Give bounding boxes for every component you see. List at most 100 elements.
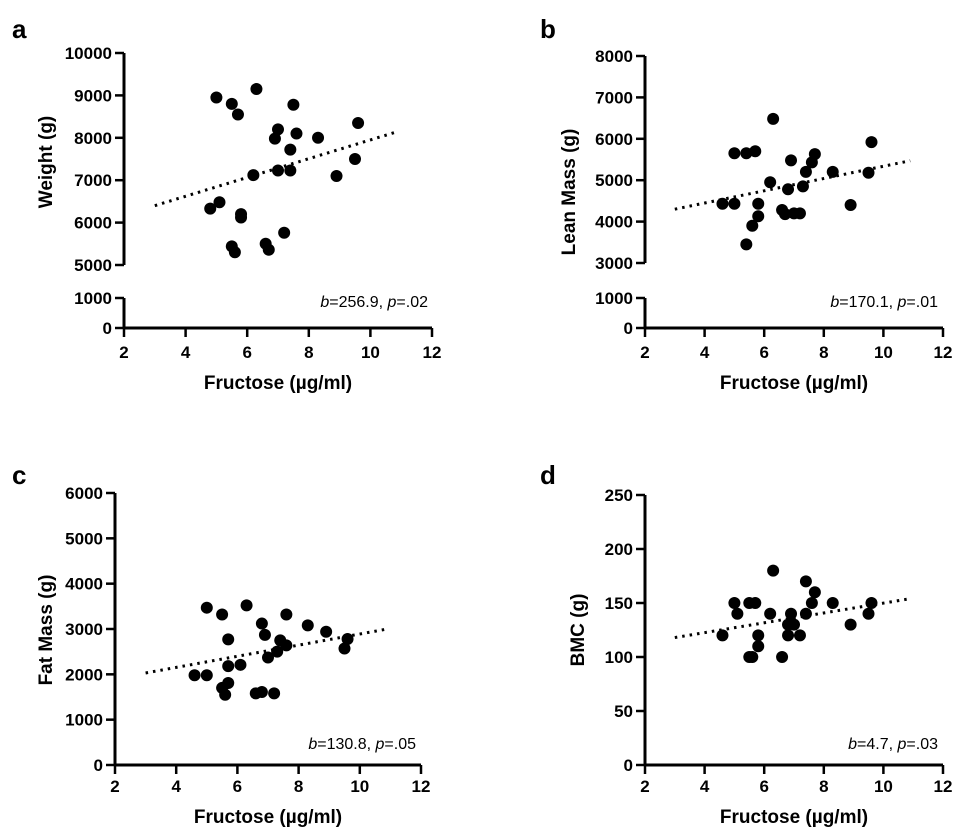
x-tick-label: 6 bbox=[242, 343, 251, 362]
data-point bbox=[262, 243, 275, 256]
data-point bbox=[805, 156, 818, 169]
y-tick-label: 50 bbox=[614, 702, 633, 721]
data-point bbox=[805, 597, 818, 609]
x-tick-label: 10 bbox=[874, 343, 893, 362]
data-point bbox=[272, 164, 284, 177]
data-point bbox=[352, 116, 365, 129]
data-point bbox=[716, 629, 729, 642]
data-point bbox=[782, 183, 795, 196]
data-point bbox=[216, 608, 229, 621]
data-point bbox=[231, 108, 244, 121]
data-point bbox=[200, 669, 213, 682]
x-tick-label: 2 bbox=[640, 777, 649, 796]
x-tick-label: 8 bbox=[819, 343, 828, 362]
data-point bbox=[262, 651, 274, 664]
data-point bbox=[796, 180, 809, 193]
data-point bbox=[731, 607, 744, 620]
data-point bbox=[764, 607, 777, 620]
panel-d: d 0 50 100 150 200 250 2 4 6 8 10 12 Fructose (µg/ml)… bbox=[540, 460, 952, 828]
y-tick-label: 7000 bbox=[595, 88, 633, 107]
data-point bbox=[255, 617, 268, 630]
data-point bbox=[799, 575, 812, 588]
y-tick-label: 0 bbox=[624, 756, 633, 775]
x-tick-label: 4 bbox=[700, 343, 710, 362]
y-axis-title: Lean Mass (g) bbox=[559, 129, 580, 256]
panel-b: b 3000 4000 5000 6000 7000 8000 0 1000 2 4 6 8 10 12 Fr… bbox=[540, 14, 952, 394]
x-tick-label: 8 bbox=[819, 777, 828, 796]
data-point bbox=[740, 147, 753, 160]
y-tick-label: 1000 bbox=[74, 289, 112, 308]
x-tick-label: 10 bbox=[350, 777, 369, 796]
y-tick-label: 1000 bbox=[595, 289, 633, 308]
data-point bbox=[749, 145, 762, 158]
y-tick-label: 0 bbox=[103, 319, 112, 338]
x-tick-label: 8 bbox=[294, 777, 303, 796]
trend-line bbox=[674, 597, 911, 640]
data-point bbox=[278, 226, 291, 239]
data-point bbox=[284, 164, 297, 177]
data-point bbox=[865, 597, 878, 609]
data-point bbox=[752, 629, 765, 642]
data-point bbox=[200, 601, 213, 614]
regression-stats: b=4.7, p=.03 bbox=[848, 736, 938, 753]
panel-letter: c bbox=[12, 460, 26, 490]
data-point bbox=[247, 169, 260, 182]
data-point bbox=[255, 686, 268, 699]
y-tick-label: 2000 bbox=[65, 665, 103, 684]
data-point bbox=[767, 564, 780, 577]
data-point bbox=[188, 669, 201, 682]
y-tick-label: 8000 bbox=[74, 129, 112, 148]
data-point bbox=[862, 607, 875, 620]
regression-stats: b=256.9, p=.02 bbox=[320, 294, 428, 311]
x-tick-label: 2 bbox=[119, 343, 128, 362]
data-point bbox=[844, 199, 857, 212]
data-point bbox=[320, 625, 333, 638]
regression-stats: b=170.1, p=.01 bbox=[830, 294, 938, 311]
panel-letter: d bbox=[540, 460, 556, 490]
y-tick-label: 1000 bbox=[65, 711, 103, 730]
x-tick-label: 4 bbox=[181, 343, 191, 362]
y-tick-label: 150 bbox=[605, 594, 633, 613]
data-point bbox=[290, 127, 303, 140]
y-tick-label: 250 bbox=[605, 486, 633, 505]
data-point bbox=[740, 238, 753, 251]
data-point bbox=[728, 197, 741, 210]
data-point bbox=[752, 640, 765, 653]
y-tick-label: 8000 bbox=[595, 47, 633, 66]
y-tick-label: 3000 bbox=[595, 254, 633, 273]
data-point bbox=[301, 619, 314, 632]
data-point bbox=[338, 642, 351, 655]
data-point bbox=[222, 660, 235, 673]
data-point bbox=[799, 607, 812, 620]
x-tick-label: 10 bbox=[361, 343, 380, 362]
y-tick-label: 5000 bbox=[595, 171, 633, 190]
data-point bbox=[287, 98, 300, 111]
y-axis-title: BMC (g) bbox=[568, 594, 589, 667]
y-tick-label: 100 bbox=[605, 648, 633, 667]
data-point bbox=[268, 687, 281, 700]
x-tick-label: 10 bbox=[874, 777, 893, 796]
data-point bbox=[250, 83, 263, 96]
panel-letter: b bbox=[540, 14, 556, 44]
data-point bbox=[808, 586, 821, 599]
y-tick-label: 5000 bbox=[65, 529, 103, 548]
x-axis-title: Fructose (µg/ml) bbox=[204, 373, 352, 394]
x-tick-label: 8 bbox=[304, 343, 313, 362]
data-point bbox=[782, 629, 795, 642]
x-tick-label: 2 bbox=[640, 343, 649, 362]
data-point bbox=[862, 166, 875, 179]
y-tick-label: 4000 bbox=[595, 213, 633, 232]
data-point bbox=[284, 143, 297, 156]
data-point bbox=[826, 165, 839, 178]
x-axis-title: Fructose (µg/ml) bbox=[720, 373, 868, 394]
regression-stats: b=130.8, p=.05 bbox=[308, 736, 416, 753]
data-point bbox=[716, 197, 729, 210]
y-tick-label: 6000 bbox=[595, 130, 633, 149]
data-point bbox=[280, 608, 293, 621]
y-tick-label: 0 bbox=[624, 319, 633, 338]
data-point bbox=[272, 123, 284, 136]
x-tick-label: 2 bbox=[110, 777, 119, 796]
y-axis-title: Fat Mass (g) bbox=[36, 575, 57, 686]
data-point bbox=[341, 632, 354, 645]
